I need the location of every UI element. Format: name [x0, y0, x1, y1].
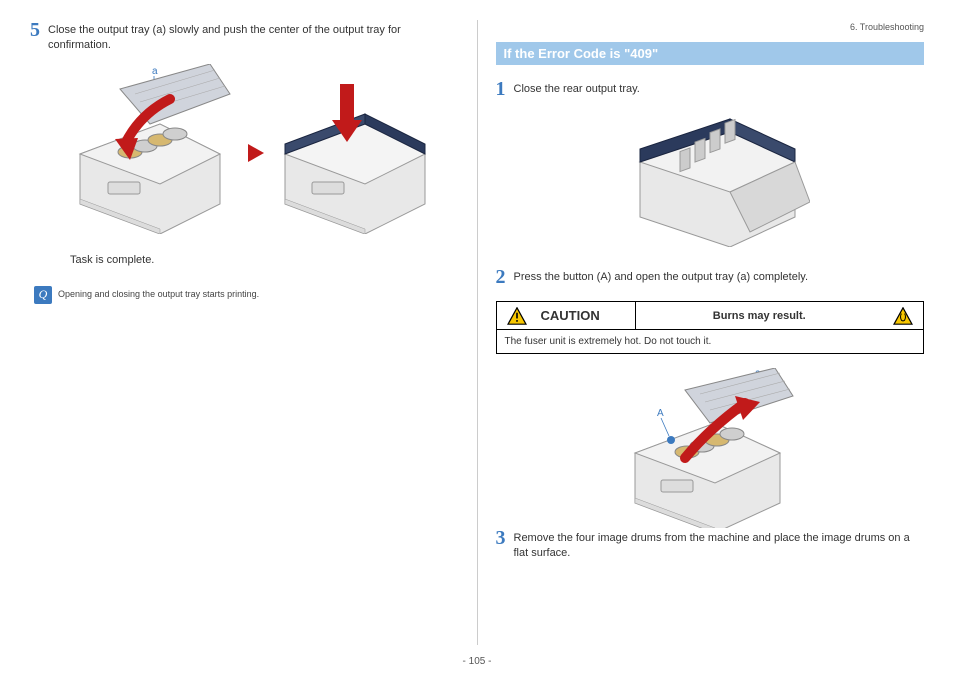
printer-rear-illustration — [610, 107, 810, 247]
figure-close-tray: a — [60, 64, 459, 244]
step-1: 1 Close the rear output tray. — [496, 79, 925, 99]
column-divider — [477, 20, 478, 645]
caution-icon-left — [497, 303, 537, 329]
caution-label: CAUTION — [537, 302, 636, 329]
label-A-upper: A — [657, 408, 664, 419]
chapter-label: 6. Troubleshooting — [850, 22, 924, 32]
memo-icon: Q — [34, 286, 52, 304]
printer-closed-illustration — [270, 84, 440, 234]
step-text: Close the output tray (a) slowly and pus… — [48, 20, 459, 54]
sequence-arrow-icon — [248, 144, 264, 162]
step-3: 3 Remove the four image drums from the m… — [496, 528, 925, 562]
caution-icon-right — [883, 303, 923, 329]
printer-open-illustration-2: a A — [615, 368, 805, 528]
step-2: 2 Press the button (A) and open the outp… — [496, 267, 925, 287]
step-text: Press the button (A) and open the output… — [514, 267, 809, 285]
figure-open-tray: a A — [496, 368, 925, 518]
step-number: 5 — [30, 20, 48, 40]
task-complete-text: Task is complete. — [70, 254, 459, 266]
caution-header: CAUTION Burns may result. — [497, 302, 924, 330]
label-a: a — [152, 66, 158, 77]
section-header: If the Error Code is "409" — [496, 42, 925, 65]
warning-triangle-icon — [507, 307, 527, 325]
caution-body: The fuser unit is extremely hot. Do not … — [497, 330, 924, 353]
caution-headline: Burns may result. — [636, 304, 884, 328]
step-text: Close the rear output tray. — [514, 79, 640, 97]
manual-page: 5 Close the output tray (a) slowly and p… — [0, 0, 954, 675]
figure-rear-tray — [496, 107, 925, 257]
step-number: 3 — [496, 528, 514, 548]
step-5: 5 Close the output tray (a) slowly and p… — [30, 20, 459, 54]
printer-open-illustration: a — [60, 64, 240, 234]
memo-note: Q Opening and closing the output tray st… — [34, 286, 459, 304]
right-column: 6. Troubleshooting If the Error Code is … — [496, 20, 925, 645]
page-number: - 105 - — [0, 656, 954, 667]
step-number: 2 — [496, 267, 514, 287]
warning-triangle-icon — [893, 307, 913, 325]
memo-text: Opening and closing the output tray star… — [58, 286, 259, 299]
caution-box: CAUTION Burns may result. The fuser unit… — [496, 301, 925, 354]
left-column: 5 Close the output tray (a) slowly and p… — [30, 20, 459, 645]
step-number: 1 — [496, 79, 514, 99]
step-text: Remove the four image drums from the mac… — [514, 528, 925, 562]
